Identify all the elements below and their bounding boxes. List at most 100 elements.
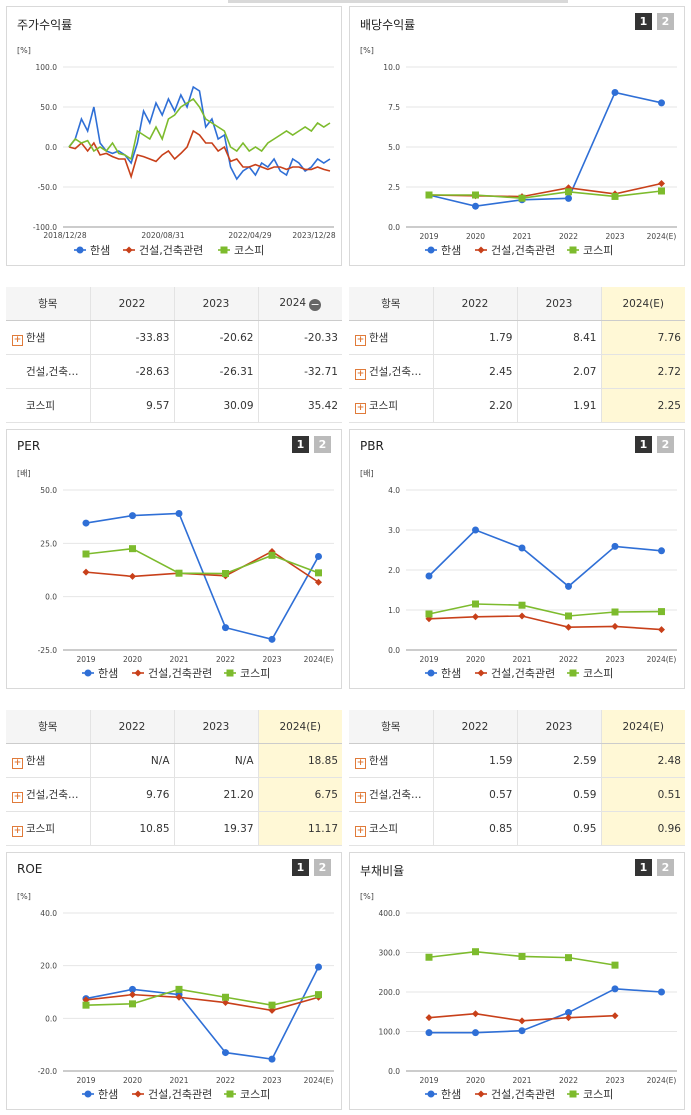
table-cell: 30.09 [174,388,259,423]
panel-per: PER 1 2 [배] 50.0 25.0 0.0 -25.0 2019 2020 2021 2… [6,429,342,689]
table-cell: 0.51 [601,777,685,812]
row-name: + 건설,건축… [6,777,91,812]
table-cell: 7.76 [601,320,685,355]
legend-marker [569,1090,577,1098]
table-cell: 35.42 [258,388,342,423]
expand-icon[interactable]: + [12,757,23,769]
data-point [129,985,136,993]
y-tick-label: 10.0 [383,63,400,72]
data-point [315,991,322,999]
legend-label: 코스피 [583,1088,613,1101]
table-cell: 2.07 [517,354,602,389]
table-cell: 2.72 [601,354,685,389]
table-cell: 2.45 [433,354,518,389]
collapse-icon[interactable]: − [309,297,322,311]
expand-icon[interactable]: + [355,757,366,769]
unit-label: [배] [17,469,31,478]
table-dividend-yield: 항목 2022 2023 2024(E) + 한샘 1.79 8.41 7.76 + 건설,건축… 2… [349,287,685,423]
data-point [268,1055,276,1063]
data-point [425,1014,433,1022]
y-tick-label: 300.0 [379,949,401,958]
expand-icon[interactable]: + [355,791,366,803]
data-point [611,88,619,96]
expand-icon[interactable]: + [355,368,366,380]
table-cell: 19.37 [174,811,259,846]
data-point [175,985,183,993]
view-1-button[interactable]: 1 [635,436,652,453]
panel-title: 주가수익률 [17,18,73,32]
x-tick-label: 2021 [512,655,531,664]
expand-icon[interactable]: + [12,791,23,803]
series-line [68,97,331,161]
x-tick-label: 2020 [466,232,485,241]
panel-stock-return: 주가수익률 [%] 100.0 50.0 0.0 -50.0 -100.0 2018/12/… [6,6,342,266]
data-point [268,1006,276,1014]
series-line [429,190,662,200]
view-2-button[interactable]: 2 [314,859,331,876]
panel-title: ROE [17,862,43,876]
series-line [428,529,662,588]
unit-label: [%] [17,46,31,55]
view-2-button[interactable]: 2 [314,436,331,453]
series-line [85,550,319,583]
x-tick-label: 2023 [262,655,281,664]
x-tick-label: 2021 [169,655,188,664]
table-cell: 1.79 [433,320,518,355]
view-1-button[interactable]: 1 [635,859,652,876]
legend-label: 건설,건축관련 [491,667,555,680]
view-2-button[interactable]: 2 [657,436,674,453]
panel-title: 부채비율 [360,864,405,878]
data-point [222,570,229,578]
data-point [175,569,183,577]
expand-icon[interactable]: + [355,402,366,414]
series-line [85,988,319,1006]
table-cell: 6.75 [258,777,342,812]
x-tick-label: 2018/12/28 [43,231,86,240]
table-cell: -20.33 [258,320,342,355]
expand-icon[interactable]: + [12,825,23,837]
legend-label: 코스피 [240,1088,270,1101]
data-point [268,1001,276,1009]
data-point [658,608,665,616]
table-cell: 2.25 [601,388,685,423]
x-tick-label: 2020 [466,655,485,664]
table-cell: -33.83 [90,320,175,355]
unit-label: [배] [360,469,374,478]
panel-dividend-yield: 배당수익률 1 2 [%] 10.0 7.5 5.0 2.5 0.0 2019 2020 202… [349,6,685,266]
view-1-button[interactable]: 1 [292,859,309,876]
y-tick-label: 100.0 [379,1028,401,1037]
expand-icon[interactable]: + [355,334,366,346]
column-header: 2022 [90,287,175,321]
x-tick-label: 2023 [605,655,624,664]
column-header: 항목 [349,287,434,321]
table-cell: 11.17 [258,811,342,846]
column-header: 항목 [349,710,434,744]
unit-label: [%] [360,46,374,55]
column-header: 2023 [517,287,602,321]
table-cell: N/A [90,743,175,778]
view-2-button[interactable]: 2 [657,13,674,30]
legend-marker [477,669,485,677]
legend-label: 건설,건축관련 [491,244,555,257]
expand-icon[interactable]: + [355,825,366,837]
series-line [85,966,320,1061]
legend-label: 한샘 [98,1088,118,1101]
row-name: + 한샘 [6,743,91,778]
row-name: + 코스피 [6,811,91,846]
view-1-button[interactable]: 1 [292,436,309,453]
y-tick-label: 2.5 [388,183,400,192]
legend-marker [226,669,234,677]
data-point [611,985,619,993]
table-row: + 한샘 1.59 2.59 2.48 [349,743,685,778]
x-tick-label: 2021 [512,232,531,241]
chart-pbr: [배] 4.0 3.0 2.0 1.0 0.0 2019 2020 2021 2022 2023 20… [360,469,677,680]
legend-label: 코스피 [234,244,264,257]
table-cell: 9.76 [90,777,175,812]
view-1-button[interactable]: 1 [635,13,652,30]
view-2-button[interactable]: 2 [657,859,674,876]
data-point [565,623,572,631]
data-point [472,202,479,210]
x-tick-label: 2019 [419,232,438,241]
data-point [518,544,526,552]
expand-icon[interactable]: + [12,334,23,346]
